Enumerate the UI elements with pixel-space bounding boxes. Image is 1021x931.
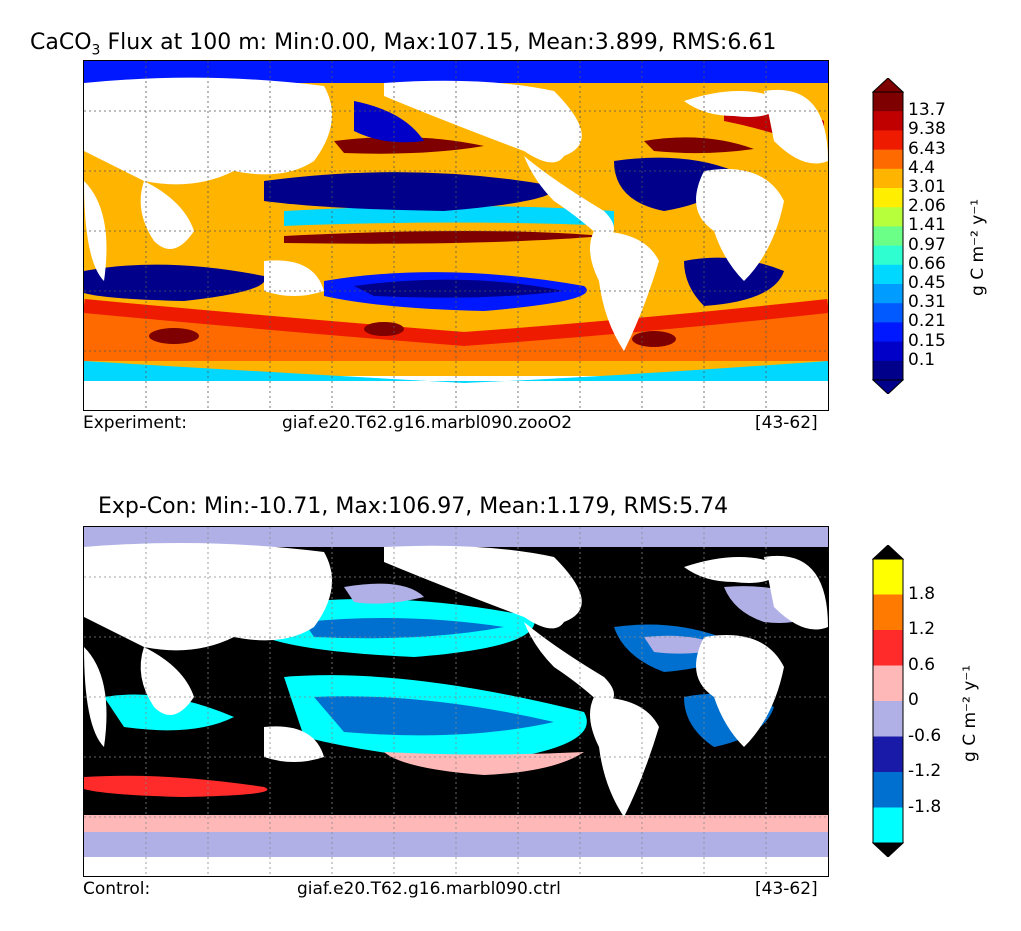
bottom-colorbar-under-triangle bbox=[871, 842, 905, 858]
top-footer-experiment: giaf.e20.T62.g16.marbl090.zooO2 bbox=[282, 413, 573, 433]
bottom-colorbar-tick: 1.2 bbox=[908, 619, 936, 639]
bottom-colorbar-swatch bbox=[873, 594, 903, 631]
bottom-colorbar-swatch bbox=[873, 559, 903, 595]
top-colorbar-over-triangle bbox=[871, 77, 905, 93]
bottom-colorbar-over-triangle bbox=[871, 544, 905, 560]
top-colorbar-swatch bbox=[873, 188, 903, 208]
top-colorbar-tick: 0.66 bbox=[908, 253, 946, 274]
bottom-colorbar-tick: -1.2 bbox=[908, 761, 942, 781]
top-colorbar-swatch bbox=[873, 130, 903, 151]
top-colorbar-swatch bbox=[873, 149, 903, 170]
top-colorbar-tick: 2.06 bbox=[908, 196, 946, 217]
top-colorbar-tick: 13.7 bbox=[908, 100, 946, 121]
top-footer-range: [43-62] bbox=[755, 413, 818, 433]
bottom-colorbar-swatch bbox=[873, 665, 903, 702]
top-colorbar-swatch bbox=[873, 360, 903, 381]
bottom-colorbar bbox=[871, 544, 905, 858]
top-colorbar-swatch bbox=[873, 111, 903, 131]
bottom-colorbar-tick: 0 bbox=[908, 690, 919, 710]
bottom-colorbar-tick: -1.8 bbox=[908, 796, 942, 817]
top-colorbar-tick: 1.41 bbox=[908, 215, 946, 236]
top-colorbar-swatch bbox=[873, 341, 903, 362]
bottom-footer-range: [43-62] bbox=[755, 879, 818, 899]
bottom-colorbar-label: g C m⁻² y⁻¹ bbox=[960, 664, 980, 762]
bottom-colorbar-tick: 1.8 bbox=[908, 583, 936, 604]
top-colorbar-label: g C m⁻² y⁻¹ bbox=[968, 198, 988, 296]
top-colorbar-tick: 0.97 bbox=[908, 234, 946, 255]
top-map bbox=[83, 60, 829, 411]
bottom-colorbar-tick: 0.6 bbox=[908, 654, 936, 675]
top-colorbar-tick: 9.38 bbox=[908, 119, 946, 140]
top-colorbar-swatch bbox=[873, 245, 903, 266]
bottom-colorbar-swatches bbox=[871, 544, 905, 858]
bottom-colorbar-swatch bbox=[873, 630, 903, 666]
top-colorbar-swatch bbox=[873, 168, 903, 189]
top-colorbar-swatch bbox=[873, 264, 903, 285]
top-panel-title: CaCO3 Flux at 100 m: Min:0.00, Max:107.1… bbox=[30, 30, 777, 59]
top-colorbar-swatch bbox=[873, 303, 903, 323]
top-colorbar-tick: 0.1 bbox=[908, 349, 936, 370]
top-colorbar-swatch bbox=[873, 284, 903, 304]
bottom-map-field bbox=[84, 527, 828, 876]
top-colorbar-swatch bbox=[873, 207, 903, 227]
top-colorbar-tick: 0.31 bbox=[908, 292, 946, 313]
top-colorbar-tick: 6.43 bbox=[908, 138, 946, 159]
top-colorbar-swatch bbox=[873, 92, 903, 112]
top-colorbar-tick: 0.21 bbox=[908, 311, 946, 332]
top-colorbar-tick: 4.4 bbox=[908, 157, 936, 178]
bottom-footer-left: Control: bbox=[83, 879, 151, 899]
top-colorbar-tick: 3.01 bbox=[908, 177, 946, 197]
bottom-map bbox=[83, 526, 829, 877]
top-colorbar-tick: 0.45 bbox=[908, 273, 946, 293]
top-colorbar-swatch bbox=[873, 226, 903, 247]
bottom-panel-title: Exp-Con: Min:-10.71, Max:106.97, Mean:1.… bbox=[98, 494, 729, 519]
bottom-colorbar-swatch bbox=[873, 701, 903, 737]
bottom-footer-control: giaf.e20.T62.g16.marbl090.ctrl bbox=[297, 879, 561, 899]
top-map-field bbox=[84, 61, 828, 410]
top-colorbar-tick: 0.15 bbox=[908, 330, 946, 351]
top-footer-left: Experiment: bbox=[83, 413, 187, 433]
bottom-colorbar-swatch bbox=[873, 736, 903, 773]
bottom-colorbar-swatch bbox=[873, 807, 903, 844]
top-colorbar-swatches bbox=[871, 77, 905, 395]
top-colorbar bbox=[871, 77, 905, 395]
top-colorbar-under-triangle bbox=[871, 379, 905, 395]
bottom-colorbar-swatch bbox=[873, 772, 903, 808]
bottom-colorbar-tick: -0.6 bbox=[908, 725, 942, 746]
top-colorbar-swatch bbox=[873, 322, 903, 343]
